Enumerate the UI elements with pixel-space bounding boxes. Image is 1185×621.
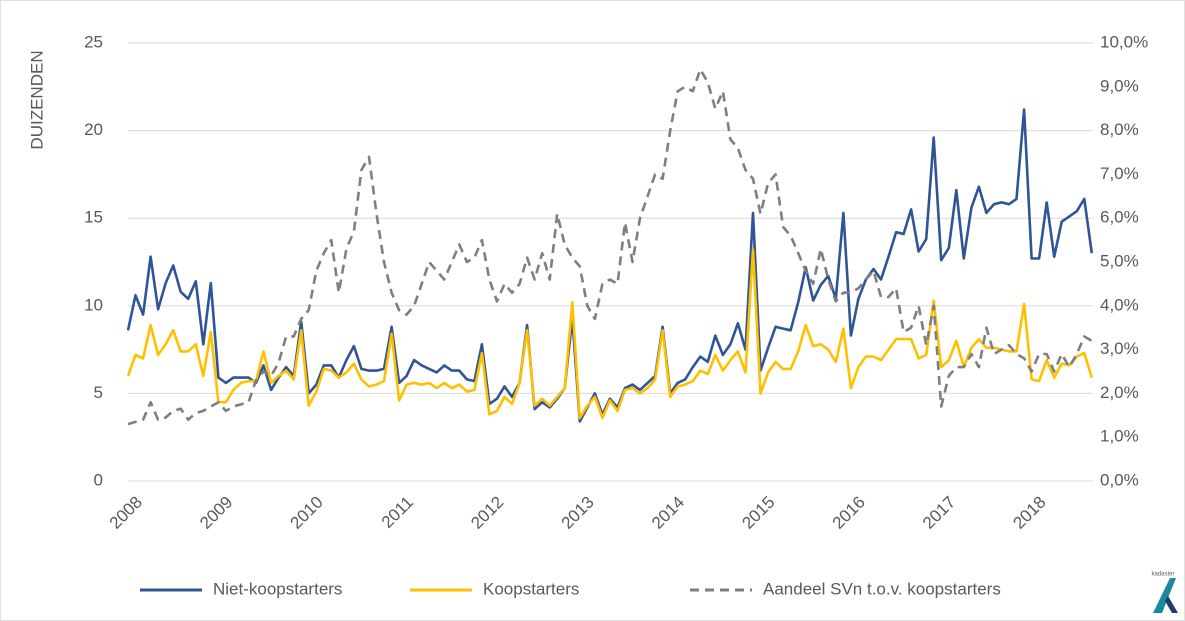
y2-tick-label: 2,0% bbox=[1100, 383, 1139, 402]
y-tick-label: 0 bbox=[94, 470, 103, 489]
logo-text: kadaster bbox=[1151, 572, 1174, 578]
legend-label: Niet-koopstarters bbox=[213, 579, 342, 598]
y2-tick-label: 5,0% bbox=[1100, 251, 1139, 270]
legend-label: Koopstarters bbox=[483, 579, 579, 598]
y2-tick-label: 4,0% bbox=[1100, 295, 1139, 314]
y-tick-label: 20 bbox=[84, 120, 103, 139]
series-line bbox=[126, 108, 1094, 423]
y2-tick-label: 3,0% bbox=[1100, 339, 1139, 358]
y2-tick-label: 8,0% bbox=[1100, 120, 1139, 139]
logo: kadaster bbox=[1151, 572, 1178, 613]
y-tick-label: 10 bbox=[84, 295, 103, 314]
y2-tick-label: 10,0% bbox=[1100, 32, 1148, 51]
logo-mark bbox=[1153, 578, 1176, 613]
y2-tick-label: 9,0% bbox=[1100, 76, 1139, 95]
y-tick-label: 15 bbox=[84, 208, 103, 227]
y2-tick-label: 1,0% bbox=[1100, 427, 1139, 446]
y-tick-label: 5 bbox=[94, 383, 103, 402]
y-axis-title: DUIZENDEN bbox=[27, 50, 46, 149]
y2-tick-label: 7,0% bbox=[1100, 164, 1139, 183]
legend-label: Aandeel SVn t.o.v. koopstarters bbox=[763, 579, 1001, 598]
y-tick-label: 25 bbox=[84, 32, 103, 51]
series-line bbox=[127, 68, 1093, 426]
y2-tick-label: 0,0% bbox=[1100, 470, 1139, 489]
y2-tick-label: 6,0% bbox=[1100, 208, 1139, 227]
logo-mark bbox=[1165, 596, 1178, 613]
